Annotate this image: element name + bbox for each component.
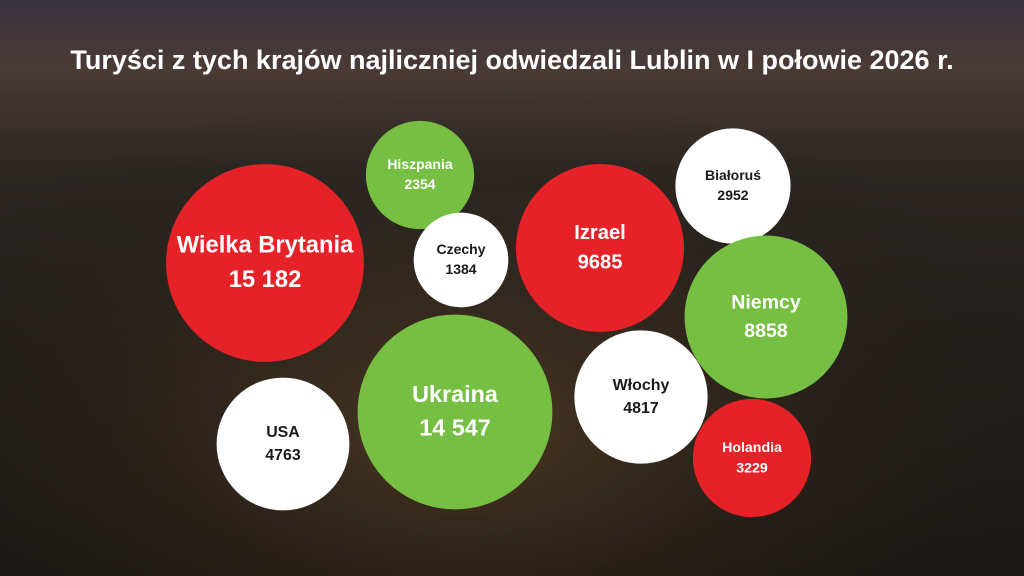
value-label: 8858	[744, 320, 788, 342]
bubble	[515, 163, 685, 333]
bubble-label: Czechy	[436, 241, 485, 257]
bubble	[365, 120, 475, 230]
bubble-label: Niemcy	[731, 291, 801, 313]
value-label: 9685	[578, 251, 623, 273]
bubble	[166, 164, 364, 362]
bubble-label: Hiszpania	[387, 156, 453, 172]
value-label: 3229	[736, 460, 768, 476]
bubble-label: Wielka Brytania	[177, 233, 354, 259]
value-label: 2354	[404, 176, 435, 192]
bubble	[357, 314, 553, 510]
chart-title: Turyści z tych krajów najliczniej odwied…	[70, 45, 953, 75]
bubble	[684, 235, 848, 399]
value-label: 14 547	[419, 415, 490, 441]
value-label: 1384	[445, 261, 476, 277]
value-label: 4817	[623, 400, 659, 417]
value-label: 15 182	[229, 267, 302, 293]
value-label: 2952	[717, 187, 748, 203]
bubble	[216, 377, 350, 511]
bubble	[675, 128, 791, 244]
bubble-label: Ukraina	[412, 381, 499, 407]
value-label: 4763	[265, 447, 301, 464]
bubble-label: Holandia	[722, 440, 782, 456]
bubble-label: USA	[266, 424, 300, 441]
bubble-label: Izrael	[574, 222, 626, 244]
bubble	[692, 398, 812, 518]
bubble-label: Włochy	[613, 377, 670, 394]
bubble-label: Białoruś	[705, 167, 761, 183]
bubble	[413, 212, 509, 308]
bubble	[574, 330, 708, 464]
